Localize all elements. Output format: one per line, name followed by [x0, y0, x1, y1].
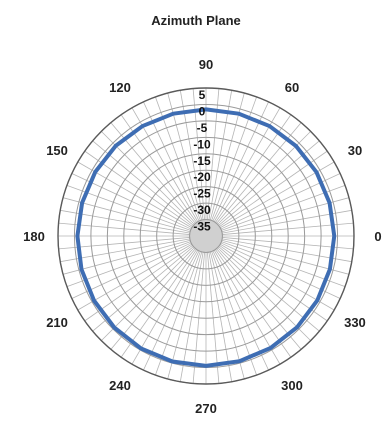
- angle-tick-label: 30: [348, 143, 362, 158]
- angle-tick-label: 240: [109, 378, 131, 393]
- chart-title: Azimuth Plane: [151, 13, 241, 28]
- series-line: [75, 107, 337, 368]
- angle-tick-labels: 0 30 60 90 120 150 180 210 240 270 300 330: [23, 57, 381, 416]
- grid-ring: [189, 219, 223, 253]
- angle-tick-label: 90: [199, 57, 213, 72]
- angle-tick-label: 270: [195, 401, 217, 416]
- angle-tick-label: 150: [46, 143, 68, 158]
- grid-ring: [156, 186, 256, 286]
- radial-tick-label: -20: [193, 170, 211, 184]
- radial-tick-label: -30: [193, 203, 211, 217]
- radial-tick-label: -10: [193, 137, 211, 151]
- angle-tick-label: 60: [285, 80, 299, 95]
- radial-tick-label: 0: [199, 104, 206, 118]
- radial-tick-label: -25: [193, 187, 211, 201]
- radial-tick-label: -5: [197, 121, 208, 135]
- grid-ring: [106, 136, 306, 336]
- grid-ring: [123, 153, 289, 319]
- angle-tick-label: 210: [46, 315, 68, 330]
- angle-tick-label: 0: [374, 229, 381, 244]
- angle-tick-label: 300: [281, 378, 303, 393]
- grid-ring: [172, 202, 240, 270]
- angle-tick-label: 330: [344, 315, 366, 330]
- radial-tick-label: -15: [193, 154, 211, 168]
- outer-ring: [57, 87, 355, 385]
- series-layer: [75, 107, 337, 368]
- radial-tick-labels: 5 0 -5 -10 -15 -20 -25 -30 -35: [193, 88, 211, 234]
- grid-ring: [90, 120, 322, 352]
- angle-tick-label: 180: [23, 229, 45, 244]
- grid-ring: [139, 169, 273, 303]
- radial-tick-label: 5: [199, 88, 206, 102]
- angle-tick-label: 120: [109, 80, 131, 95]
- radial-tick-label: -35: [193, 220, 211, 234]
